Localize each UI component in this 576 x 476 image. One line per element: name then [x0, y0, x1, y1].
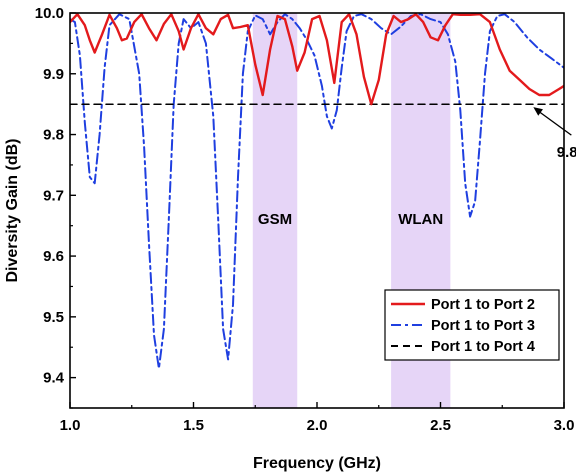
series-line-port-1-to-port-3: [70, 13, 564, 370]
y-tick-label: 9.4: [43, 370, 65, 387]
series-lines: [70, 13, 564, 370]
series-line-port-1-to-port-2: [70, 13, 564, 106]
annotation-label: 9.85: [557, 144, 576, 161]
annotation-arrow: [537, 110, 572, 136]
y-tick-label: 9.9: [43, 66, 64, 83]
annotation-9-85: 9.85: [533, 107, 576, 161]
x-tick-label: 2.0: [307, 417, 328, 434]
y-tick-label: 10.0: [35, 5, 64, 22]
x-tick-label: 2.5: [430, 417, 451, 434]
axis-ticks: 1.0 1.5 2.0 2.5 3.0 9.4 9.5 9.6 9.7 9.8 9.9 10.0: [35, 5, 575, 434]
y-tick-label: 9.6: [43, 248, 64, 265]
legend: Port 1 to Port 2 Port 1 to Port 3 Port 1…: [384, 289, 560, 361]
x-axis-title: Frequency (GHz): [253, 455, 381, 472]
legend-label-port-1-to-port-4: Port 1 to Port 4: [431, 339, 535, 355]
y-tick-label: 9.8: [43, 127, 64, 144]
legend-label-port-1-to-port-3: Port 1 to Port 3: [431, 318, 535, 334]
x-tick-label: 3.0: [554, 417, 575, 434]
band-gsm: [252, 13, 298, 408]
annotation-arrowhead: [533, 107, 543, 116]
x-tick-label: 1.0: [60, 417, 81, 434]
y-tick-label: 9.7: [43, 187, 64, 204]
band-label-gsm: GSM: [258, 211, 292, 228]
y-tick-label: 9.5: [43, 309, 64, 326]
legend-label-port-1-to-port-2: Port 1 to Port 2: [431, 297, 535, 313]
band-label-wlan: WLAN: [398, 211, 443, 228]
y-axis-title: Diversity Gain (dB): [4, 138, 21, 282]
x-tick-label: 1.5: [183, 417, 204, 434]
